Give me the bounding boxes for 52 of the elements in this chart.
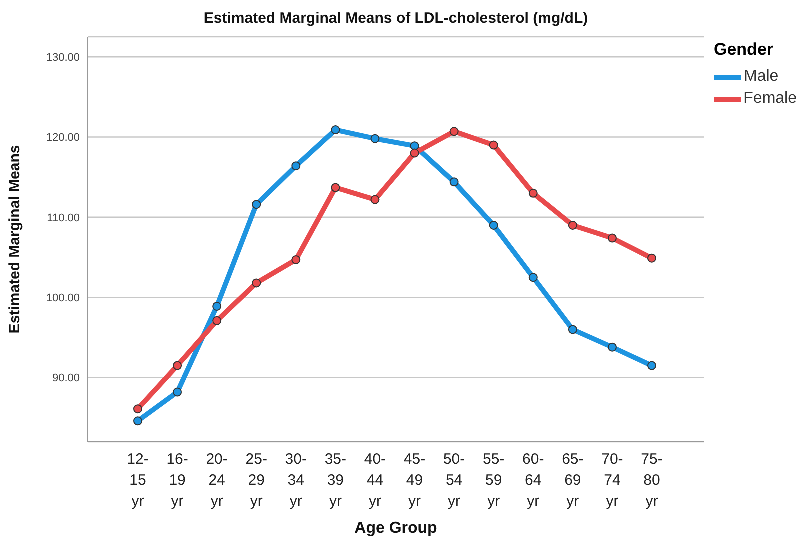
x-tick-label: 40-44 yr (364, 451, 386, 510)
point (450, 178, 459, 187)
x-axis-title: Age Group (354, 520, 438, 538)
point (528, 273, 538, 282)
point (292, 162, 301, 171)
x-tick-label: 45-49 yr (404, 451, 426, 510)
point (370, 134, 380, 144)
point (370, 195, 380, 204)
point (648, 361, 656, 370)
x-tick-label: 25-29 yr (246, 451, 268, 510)
point (134, 404, 142, 414)
y-tick-label: 120.00 (46, 132, 80, 144)
point (331, 183, 340, 192)
point (212, 316, 222, 326)
y-tick-label: 90.00 (52, 372, 80, 385)
x-tick-label: 30-34 yr (285, 451, 307, 510)
chart-title: Estimated Marginal Means of LDL-cholesterol (mg/dL) (202, 10, 590, 27)
point (450, 127, 459, 136)
x-tick-label: 12-15 yr (127, 451, 149, 510)
point (568, 220, 578, 230)
legend-label: Male (744, 67, 779, 87)
point (608, 234, 617, 243)
y-tick-label: 100.00 (46, 292, 80, 305)
point (173, 361, 182, 370)
x-tick-label: 60-64 yr (522, 451, 544, 510)
point (528, 188, 538, 198)
point (173, 388, 182, 397)
point (331, 126, 340, 135)
x-tick-label: 35-39 yr (324, 451, 347, 510)
x-tick-label: 75-80 yr (641, 451, 663, 510)
point (648, 254, 656, 263)
point (410, 148, 420, 158)
point (252, 200, 262, 210)
x-tick-label: 55-59 yr (483, 451, 505, 510)
point (568, 325, 578, 334)
y-axis-title: Estimated Marginal Means (6, 145, 24, 334)
x-tick-label: 50-54 yr (443, 451, 466, 510)
point (134, 416, 142, 426)
x-tick-label: 20-24 yr (206, 451, 228, 510)
point (212, 302, 222, 311)
point (252, 278, 262, 288)
legend-label: Female (744, 89, 797, 109)
x-tick-label: 16-19 yr (166, 451, 188, 510)
point (489, 140, 498, 150)
y-tick-label: 130.00 (46, 52, 80, 64)
y-tick-label: 110.00 (47, 212, 80, 224)
point (292, 255, 301, 264)
legend-title: Gender (714, 40, 775, 60)
point (608, 342, 617, 352)
x-tick-label: 65-69 yr (562, 451, 584, 510)
point (489, 220, 498, 230)
x-tick-label: 70-74 yr (602, 451, 624, 510)
